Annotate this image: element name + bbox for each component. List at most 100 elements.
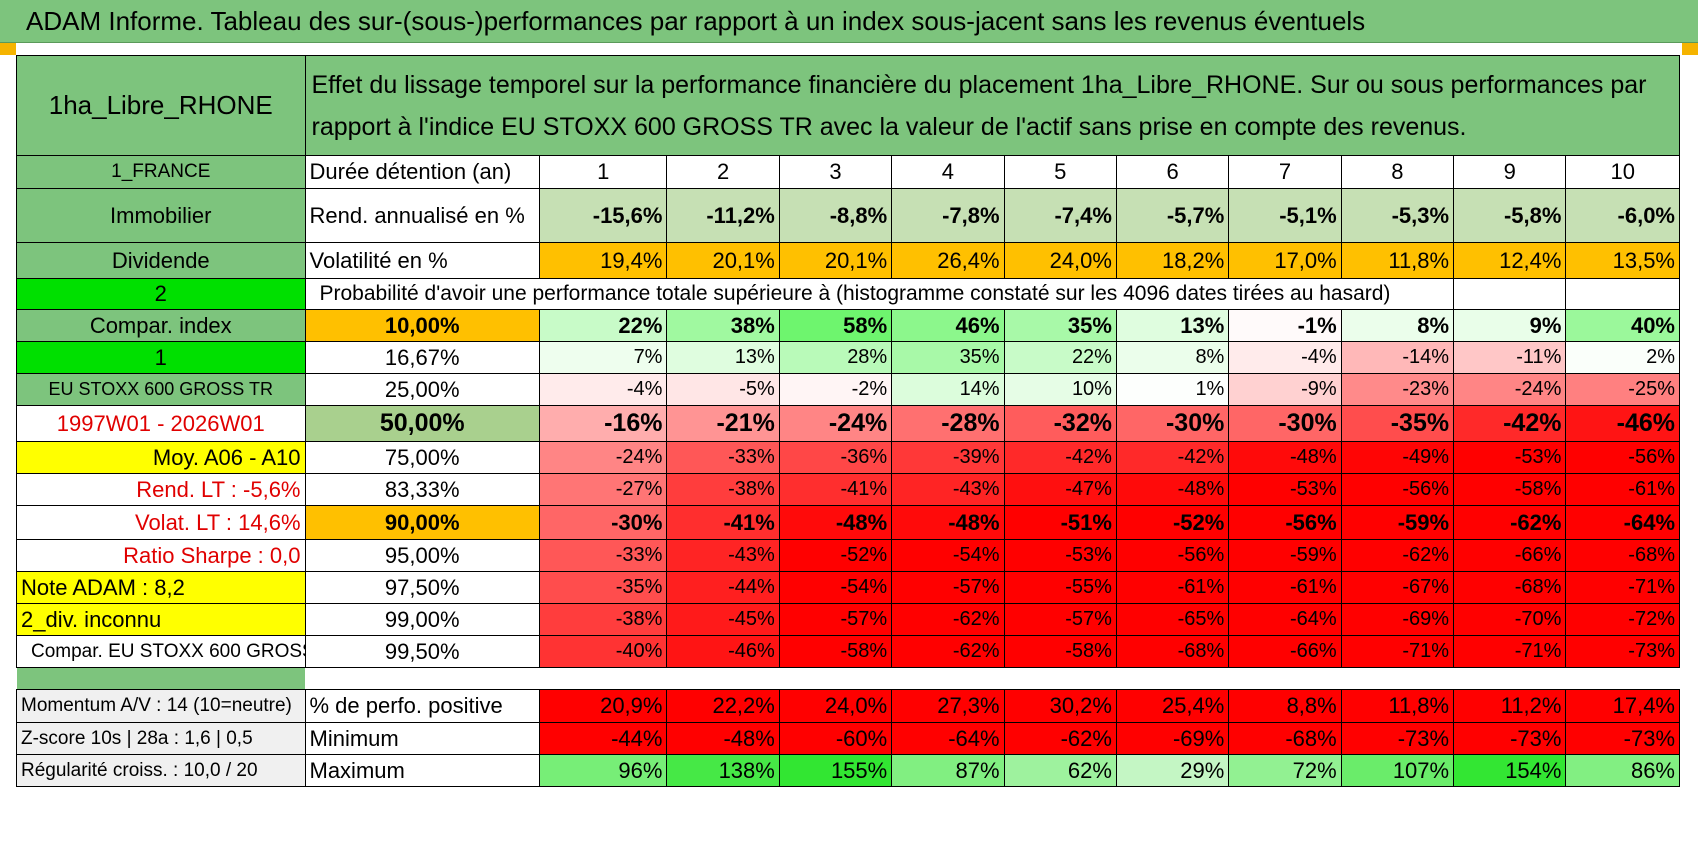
year-header: 7 — [1228, 155, 1342, 189]
volat-value: 26,4% — [891, 242, 1005, 279]
percentile-value: -58% — [1003, 635, 1117, 668]
maximum-value: 107% — [1340, 754, 1455, 787]
minimum-row: Z-score 10s | 28a : 1,6 | 0,5 Minimum -44%… — [16, 722, 1680, 755]
spacer-cell — [1004, 668, 1116, 690]
percentile-value: -52% — [778, 539, 893, 572]
rend-value: -6,0% — [1565, 188, 1680, 243]
spacer-green — [16, 667, 305, 690]
proba-row: 2 Probabilité d'avoir une performance tot… — [16, 278, 1680, 310]
momentum-label: Momentum A/V : 14 (10=neutre) — [16, 689, 306, 723]
percentile-value: -62% — [1453, 505, 1567, 540]
percentile-value: -16% — [538, 405, 668, 442]
percentile-value: 13% — [1115, 309, 1230, 342]
percentile-value: -56% — [1340, 473, 1455, 506]
percentile-value: -58% — [778, 635, 893, 668]
moy-label: Moy. A06 - A10 — [16, 441, 306, 474]
percentile-value: -72% — [1565, 603, 1680, 636]
sharpe-label: Ratio Sharpe : 0,0 — [16, 539, 306, 572]
percentile-value: 35% — [1003, 309, 1117, 342]
maximum-value: 96% — [538, 754, 668, 787]
percentile-value: 10% — [1003, 373, 1117, 406]
rend-value: -5,1% — [1228, 188, 1342, 243]
compar-label: Compar. index — [16, 309, 306, 342]
perf-pos-value: 30,2% — [1003, 689, 1117, 723]
percentile-value: 8% — [1340, 309, 1455, 342]
percentile-value: 9% — [1453, 309, 1567, 342]
year-header: 10 — [1565, 155, 1680, 189]
year-header: 2 — [666, 155, 780, 189]
maximum-value: 72% — [1228, 754, 1342, 787]
fund-name: 1ha_Libre_RHONE — [16, 55, 306, 156]
percentile-value: 22% — [1003, 341, 1117, 374]
rend-value: -5,7% — [1115, 188, 1230, 243]
report-title: ADAM Informe. Tableau des sur-(sous-)per… — [0, 0, 1698, 43]
minimum-value: -48% — [666, 722, 780, 755]
percentile-value: -14% — [1340, 341, 1455, 374]
volat-value: 17,0% — [1228, 242, 1342, 279]
perf-pos-label: % de perfo. positive — [304, 689, 540, 723]
percentile-value: -68% — [1453, 571, 1567, 604]
volat-value: 11,8% — [1340, 242, 1455, 279]
percentile-value: -55% — [1003, 571, 1117, 604]
spacer-cell — [305, 668, 539, 690]
percentile-value: 8% — [1115, 341, 1230, 374]
perf-pos-value: 22,2% — [666, 689, 780, 723]
maximum-value: 62% — [1003, 754, 1117, 787]
perf-pos-row: Momentum A/V : 14 (10=neutre)% de perfo.… — [16, 689, 1680, 723]
percentile-value: -61% — [1565, 473, 1680, 506]
percentile-value: -68% — [1565, 539, 1680, 572]
percentile-value: -66% — [1453, 539, 1567, 572]
percentile-value: -43% — [891, 473, 1005, 506]
spacer-cell — [1229, 668, 1341, 690]
percentile-label: 16,67% — [304, 341, 540, 374]
percentile-value: -28% — [891, 405, 1005, 442]
note-label: Note ADAM : 8,2 — [16, 571, 306, 604]
percentile-value: -57% — [1003, 603, 1117, 636]
percentile-value: -62% — [891, 603, 1005, 636]
minimum-label: Minimum — [304, 722, 540, 755]
rend-value: -8,8% — [778, 188, 893, 243]
years-row: 1_FRANCE Durée détention (an) 1 2 3 4 5 6 7 8 9 10 — [16, 155, 1680, 189]
percentile-value: -24% — [778, 405, 893, 442]
percentile-value: -56% — [1115, 539, 1230, 572]
percentile-row: Volat. LT : 14,6% 90,00% -30% -41% -48% -48% -… — [16, 505, 1680, 540]
percentile-value: 13% — [666, 341, 780, 374]
percentile-value: -36% — [778, 441, 893, 474]
spacer-cell — [667, 668, 779, 690]
percentile-value: 28% — [778, 341, 893, 374]
rend-value: -5,3% — [1340, 188, 1455, 243]
year-header: 8 — [1340, 155, 1455, 189]
percentile-value: -43% — [666, 539, 780, 572]
year-header: 9 — [1453, 155, 1567, 189]
index-name: EU STOXX 600 GROSS TR — [16, 373, 306, 406]
percentile-label: 97,50% — [304, 571, 540, 604]
duree-label: Durée détention (an) — [304, 155, 540, 189]
volat-value: 18,2% — [1115, 242, 1230, 279]
percentile-value: -48% — [1115, 473, 1230, 506]
spacer-cell — [779, 668, 891, 690]
minimum-value: -69% — [1115, 722, 1230, 755]
percentile-value: -57% — [891, 571, 1005, 604]
period-label: 1997W01 - 2026W01 — [16, 405, 306, 442]
percentile-value: -69% — [1340, 603, 1455, 636]
maximum-row: Régularité croiss. : 10,0 / 20 Maximum 96%… — [16, 754, 1680, 787]
percentile-value: -21% — [666, 405, 780, 442]
percentile-value: -71% — [1453, 635, 1567, 668]
percentile-label: 99,50% — [304, 635, 540, 668]
percentile-value: -39% — [891, 441, 1005, 474]
percentile-label: 50,00% — [304, 405, 540, 442]
percentile-row: EU STOXX 600 GROSS TR 25,00% -4% -5% -2% 14% 1… — [16, 373, 1680, 406]
volat-value: 19,4% — [538, 242, 668, 279]
percentile-value: -66% — [1228, 635, 1342, 668]
year-header: 6 — [1115, 155, 1230, 189]
percentile-value: 22% — [538, 309, 668, 342]
rend-lt-label: Rend. LT : -5,6% — [16, 473, 306, 506]
minimum-value: -60% — [778, 722, 893, 755]
rend-value: -7,8% — [891, 188, 1005, 243]
maximum-value: 154% — [1453, 754, 1567, 787]
compar-full-label: Compar. EU STOXX 600 GROSS TR — [16, 635, 306, 668]
percentile-value: -24% — [1453, 373, 1567, 406]
category-label: Immobilier — [16, 188, 306, 243]
volat-label: Volatilité en % — [304, 242, 540, 279]
empty-cell — [1453, 278, 1567, 310]
